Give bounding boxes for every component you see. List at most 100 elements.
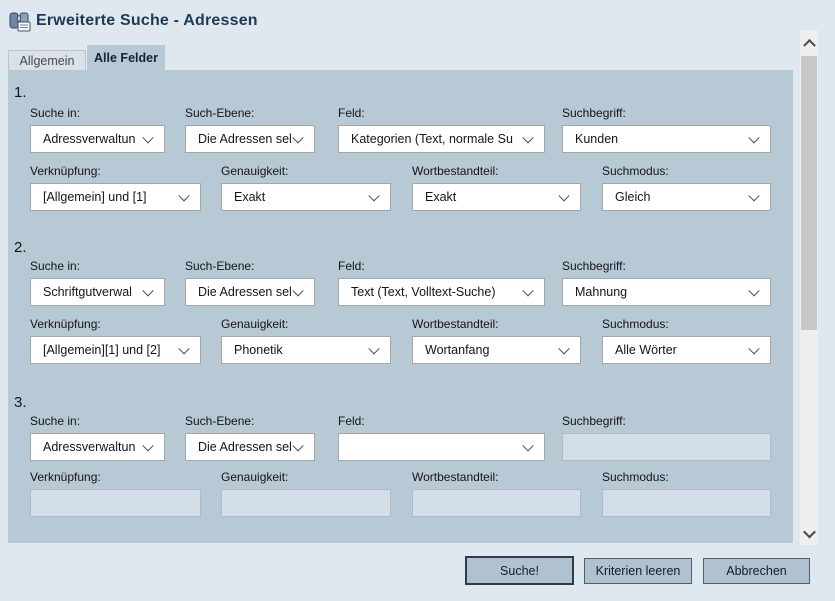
wortbestandteil-field-3-disabled [412, 489, 581, 517]
wortbestandteil-label: Wortbestandteil: [412, 164, 499, 178]
chevron-down-icon [748, 132, 760, 144]
field-group-feld-1: Feld: Kategorien (Text, normale Su [338, 106, 545, 153]
verknuepfung-label: Verknüpfung: [30, 317, 101, 331]
suche-in-select-3[interactable]: Adressverwaltun [30, 433, 165, 461]
verknuepfung-label: Verknüpfung: [30, 164, 101, 178]
feld-value: Kategorien (Text, normale Su [351, 132, 513, 146]
field-group-feld-3: Feld: [338, 414, 545, 461]
tab-allgemein-label: Allgemein [19, 54, 75, 68]
chevron-down-icon [522, 440, 534, 452]
field-group-suchbegriff-1: Suchbegriff: Kunden [562, 106, 771, 153]
field-group-genauigkeit-3: Genauigkeit: [221, 470, 391, 517]
wortbestandteil-value: Wortanfang [425, 343, 490, 357]
wortbestandteil-select-1[interactable]: Exakt [412, 183, 581, 211]
feld-label: Feld: [338, 106, 365, 120]
wortbestandteil-label: Wortbestandteil: [412, 317, 499, 331]
genauigkeit-select-2[interactable]: Phonetik [221, 336, 391, 364]
field-group-such-ebene-2: Such-Ebene: Die Adressen sel [185, 259, 315, 306]
section-2-number: 2. [14, 239, 27, 256]
suchbegriff-select-2[interactable]: Mahnung [562, 278, 771, 306]
chevron-down-icon [292, 132, 304, 144]
chevron-down-icon [292, 285, 304, 297]
field-group-suchmodus-1: Suchmodus: Gleich [602, 164, 771, 211]
such-ebene-value: Die Adressen sel [198, 132, 292, 146]
suche-in-select-2[interactable]: Schriftgutverwal [30, 278, 165, 306]
such-ebene-select-1[interactable]: Die Adressen sel [185, 125, 315, 153]
field-group-wortbestandteil-1: Wortbestandteil: Exakt [412, 164, 581, 211]
scrollbar-down-button[interactable] [800, 521, 818, 545]
such-ebene-label: Such-Ebene: [185, 259, 255, 273]
scrollbar-up-button[interactable] [800, 30, 818, 54]
field-group-genauigkeit-1: Genauigkeit: Exakt [221, 164, 391, 211]
suchmodus-select-1[interactable]: Gleich [602, 183, 771, 211]
verknuepfung-field-3-disabled [30, 489, 201, 517]
suchmodus-label: Suchmodus: [602, 164, 669, 178]
wortbestandteil-select-2[interactable]: Wortanfang [412, 336, 581, 364]
verknuepfung-value: [Allgemein][1] und [2] [43, 343, 161, 357]
tab-alle-felder[interactable]: Alle Felder [87, 45, 165, 71]
chevron-down-icon [558, 343, 570, 355]
page-title: Erweiterte Suche - Adressen [36, 12, 258, 29]
suchmodus-select-2[interactable]: Alle Wörter [602, 336, 771, 364]
suchbegriff-value: Kunden [575, 132, 619, 146]
feld-label: Feld: [338, 414, 365, 428]
such-ebene-value: Die Adressen sel [198, 440, 292, 454]
suche-in-label: Suche in: [30, 259, 81, 273]
chevron-down-icon [368, 190, 380, 202]
tab-allgemein[interactable]: Allgemein [8, 50, 86, 71]
feld-select-2[interactable]: Text (Text, Volltext-Suche) [338, 278, 545, 306]
cancel-button-label: Abbrechen [726, 564, 787, 578]
cancel-button[interactable]: Abbrechen [703, 558, 810, 584]
field-group-such-ebene-1: Such-Ebene: Die Adressen sel [185, 106, 315, 153]
suchbegriff-label: Suchbegriff: [562, 414, 626, 428]
chevron-down-icon [178, 343, 190, 355]
field-group-suche-in-1: Suche in: Adressverwaltun [30, 106, 165, 153]
verknuepfung-select-2[interactable]: [Allgemein][1] und [2] [30, 336, 201, 364]
scrollbar-thumb[interactable] [801, 56, 817, 330]
chevron-down-icon [142, 132, 154, 144]
field-group-feld-2: Feld: Text (Text, Volltext-Suche) [338, 259, 545, 306]
suche-in-label: Suche in: [30, 106, 81, 120]
wortbestandteil-value: Exakt [425, 190, 457, 204]
genauigkeit-field-3-disabled [221, 489, 391, 517]
wortbestandteil-label: Wortbestandteil: [412, 470, 499, 484]
clear-criteria-button[interactable]: Kriterien leeren [584, 558, 692, 584]
suchbegriff-label: Suchbegriff: [562, 259, 626, 273]
field-group-verknuepfung-2: Verknüpfung: [Allgemein][1] und [2] [30, 317, 201, 364]
verknuepfung-value: [Allgemein] und [1] [43, 190, 147, 204]
suchbegriff-field-3-disabled [562, 433, 771, 461]
suchbegriff-label: Suchbegriff: [562, 106, 626, 120]
genauigkeit-label: Genauigkeit: [221, 317, 289, 331]
clear-criteria-button-label: Kriterien leeren [595, 564, 681, 578]
field-group-suche-in-3: Suche in: Adressverwaltun [30, 414, 165, 461]
genauigkeit-select-1[interactable]: Exakt [221, 183, 391, 211]
field-group-wortbestandteil-2: Wortbestandteil: Wortanfang [412, 317, 581, 364]
section-3-number: 3. [14, 394, 27, 411]
suchmodus-label: Suchmodus: [602, 470, 669, 484]
vertical-scrollbar[interactable] [800, 30, 818, 545]
suchmodus-value: Gleich [615, 190, 651, 204]
field-group-suchmodus-3: Suchmodus: [602, 470, 771, 517]
such-ebene-label: Such-Ebene: [185, 414, 255, 428]
such-ebene-select-2[interactable]: Die Adressen sel [185, 278, 315, 306]
suchbegriff-select-1[interactable]: Kunden [562, 125, 771, 153]
verknuepfung-label: Verknüpfung: [30, 470, 101, 484]
suchmodus-label: Suchmodus: [602, 317, 669, 331]
genauigkeit-label: Genauigkeit: [221, 164, 289, 178]
tab-alle-felder-label: Alle Felder [94, 51, 158, 65]
feld-select-3[interactable] [338, 433, 545, 461]
verknuepfung-select-1[interactable]: [Allgemein] und [1] [30, 183, 201, 211]
suchmodus-field-3-disabled [602, 489, 771, 517]
suche-in-select-1[interactable]: Adressverwaltun [30, 125, 165, 153]
such-ebene-select-3[interactable]: Die Adressen sel [185, 433, 315, 461]
chevron-down-icon [748, 285, 760, 297]
chevron-down-icon [522, 132, 534, 144]
field-group-suchbegriff-2: Suchbegriff: Mahnung [562, 259, 771, 306]
search-button[interactable]: Suche! [465, 556, 574, 585]
suchbegriff-value: Mahnung [575, 285, 628, 299]
field-group-suchbegriff-3: Suchbegriff: [562, 414, 771, 461]
section-1-number: 1. [14, 84, 27, 101]
such-ebene-label: Such-Ebene: [185, 106, 255, 120]
feld-select-1[interactable]: Kategorien (Text, normale Su [338, 125, 545, 153]
suche-in-value: Adressverwaltun [43, 440, 136, 454]
